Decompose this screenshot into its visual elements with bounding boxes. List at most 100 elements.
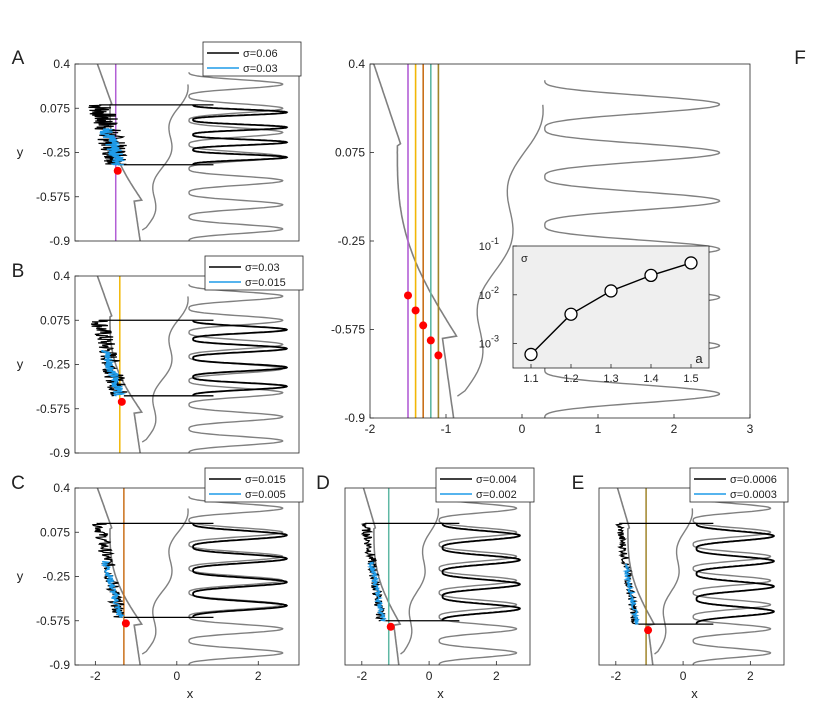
equilibrium-point (386, 622, 395, 631)
inset-x-tick-label: 1.5 (683, 373, 698, 385)
y-tick-label: 0.075 (40, 525, 70, 539)
inset-y-tick-label: 10-1 (479, 236, 499, 253)
y-axis-label: y (17, 357, 24, 372)
legend: σ=0.06 σ=0.03 (202, 41, 302, 77)
legend-label: σ=0.03 (243, 63, 278, 75)
black-spike-train (192, 320, 289, 396)
gray-spike-train (188, 72, 284, 241)
y-tick-label: 0.4 (53, 269, 70, 283)
legend-label: σ=0.015 (245, 474, 286, 486)
legend: σ=0.03 σ=0.015 (204, 255, 304, 291)
noisy-trajectory-black (360, 522, 386, 622)
x-tick-label: -2 (90, 669, 101, 683)
equilibrium-point (404, 291, 412, 300)
plot-area (90, 276, 289, 453)
y-tick-label: 0.4 (53, 481, 70, 495)
equilibrium-point (434, 351, 443, 360)
panel-letter-a: A (12, 48, 25, 69)
inset-marker (564, 307, 578, 321)
inset-y-tick-exponent: -3 (491, 334, 499, 344)
equilibrium-point (411, 306, 420, 315)
noisy-trajectory-blue (100, 560, 126, 618)
inset-marker (604, 284, 618, 298)
legend-label: σ=0.06 (243, 48, 278, 60)
panel-f: F0.40.075-0.25-0.575-0.9-2 -1 0 1 2 31.1 1.2 1.… (331, 48, 806, 436)
x-tick-label: 2 (671, 422, 678, 436)
y-tick-label: 0.075 (40, 313, 70, 327)
critical-manifold (96, 276, 144, 453)
inset-x-tick-label: 1.4 (643, 373, 658, 385)
inset-x-label: a (695, 351, 703, 366)
critical-manifold (96, 488, 144, 665)
y-tick-label: 0.4 (53, 57, 70, 71)
manifold-right-branch (400, 508, 440, 655)
panel-e: E -2 0 2 x σ=0.0006 σ=0.0003 (572, 467, 789, 701)
x-axis-label: x (437, 686, 444, 701)
gray-spike-train (188, 496, 284, 665)
equilibrium-point (117, 397, 126, 406)
panel-letter-c: C (11, 473, 25, 494)
inset-y-tick-exponent: -2 (491, 285, 499, 295)
panel-b: B 0.4 0.075 -0.25 -0.575 -0.9 y σ=0.03 σ=0.015 (12, 255, 304, 460)
legend-box (202, 41, 302, 77)
inset-x-tick-label: 1.1 (523, 373, 538, 385)
plot-area (360, 488, 521, 665)
legend-label: σ=0.005 (245, 489, 286, 501)
panel-letter-f: F (794, 48, 806, 69)
gray-spike-train (188, 284, 284, 453)
legend-box (204, 467, 304, 503)
equilibrium-point (419, 321, 428, 330)
equilibrium-point (121, 619, 130, 628)
inset-chart: 1.1 1.2 1.3 1.4 1.510-110-210-3σa (479, 236, 710, 385)
x-tick-label: 0 (519, 422, 526, 436)
inset-marker (644, 268, 658, 283)
y-axis-label: y (17, 145, 24, 160)
x-tick-label: 0 (680, 669, 687, 683)
x-tick-label: 0 (426, 669, 433, 683)
inset-marker (684, 256, 698, 270)
noisy-trajectory-black (92, 522, 125, 618)
plot-area (615, 488, 775, 665)
inset-frame (512, 245, 710, 369)
x-tick-label: -1 (441, 422, 452, 436)
panel-a: A 0.4 0.075 -0.25 -0.575 -0.9 y σ=0.06 σ=0.03 (12, 41, 302, 248)
legend-label: σ=0.0003 (730, 489, 777, 501)
y-tick-label: -0.575 (36, 402, 70, 416)
x-axis-label: x (691, 686, 698, 701)
y-tick-label: 0.075 (40, 101, 70, 115)
noisy-trajectory-black (88, 104, 128, 166)
noisy-trajectory-blue (622, 563, 640, 625)
noisy-trajectory-blue (99, 128, 125, 166)
noisy-trajectory-blue (101, 349, 127, 397)
manifold-right-branch (141, 84, 189, 231)
y-tick-label: -0.9 (49, 234, 70, 248)
legend-label: σ=0.002 (476, 489, 517, 501)
panel-d: D -2 0 2 x σ=0.004 σ=0.002 (316, 467, 535, 701)
y-tick-label: -0.25 (338, 234, 366, 248)
legend: σ=0.004 σ=0.002 (435, 467, 535, 503)
noisy-trajectory-black (615, 522, 640, 625)
y-tick-label: -0.575 (36, 190, 70, 204)
panel-letter-e: E (572, 473, 585, 494)
inset-x-tick-label: 1.2 (563, 373, 578, 385)
critical-manifold (616, 488, 656, 665)
y-tick-label: -0.9 (49, 446, 70, 460)
y-tick-label: -0.25 (43, 570, 71, 584)
legend-label: σ=0.015 (245, 277, 286, 289)
legend-label: σ=0.0006 (730, 474, 777, 486)
manifold-right-branch (654, 508, 694, 655)
y-tick-label: -0.9 (49, 658, 70, 672)
x-tick-label: 2 (493, 669, 500, 683)
equilibrium-point (113, 166, 122, 175)
legend: σ=0.0006 σ=0.0003 (689, 467, 789, 503)
panel-letter-b: B (12, 261, 25, 282)
inset-y-tick-label: 10-2 (479, 285, 499, 302)
inset-marker (524, 347, 538, 362)
x-tick-label: 2 (255, 669, 262, 683)
y-tick-label: -0.25 (43, 146, 71, 160)
black-spike-train (192, 104, 289, 165)
black-spike-train (441, 523, 521, 621)
equilibrium-point (644, 626, 653, 635)
x-tick-label: -2 (365, 422, 376, 436)
